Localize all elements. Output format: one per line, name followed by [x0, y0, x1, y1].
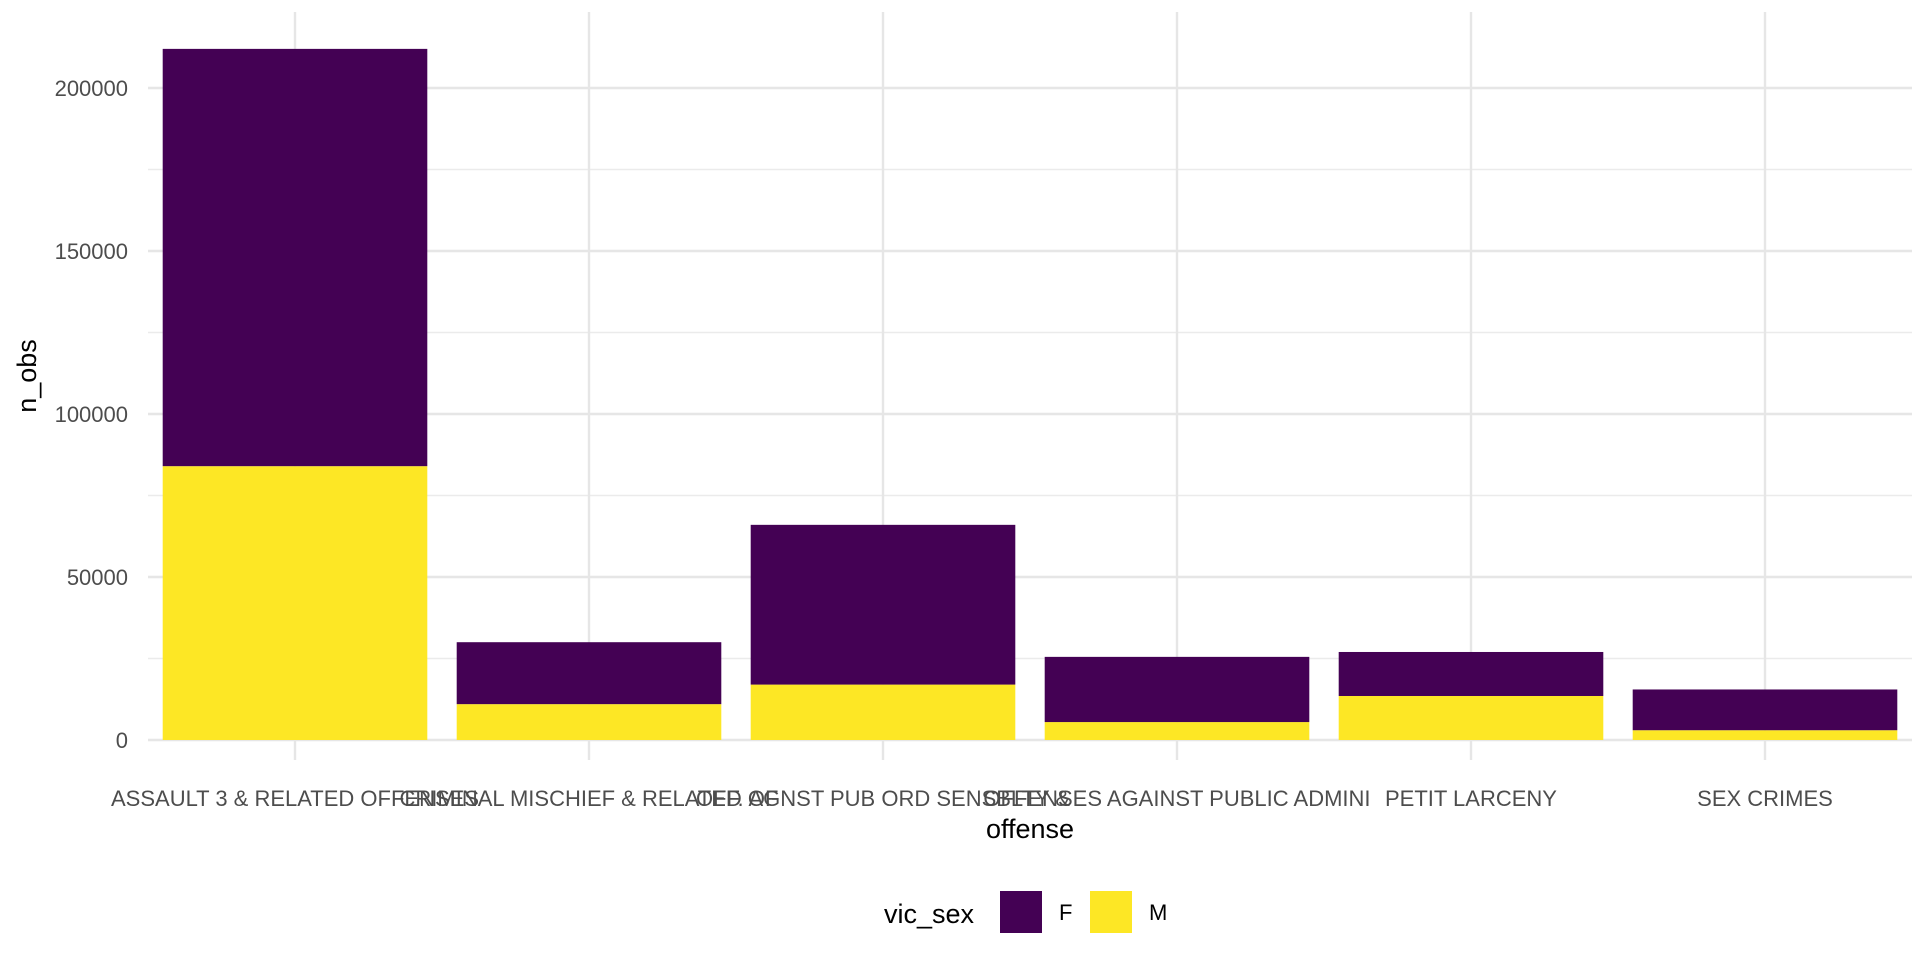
y-tick-label: 150000: [55, 239, 128, 264]
legend-title: vic_sex: [884, 899, 975, 929]
x-tick-label: CRIMINAL MISCHIEF & RELATED OF: [400, 786, 779, 811]
grid-lines: [148, 12, 1912, 760]
x-axis-title: offense: [986, 814, 1074, 844]
bar-segment-F: [1338, 651, 1604, 696]
bar-segment-M: [1338, 695, 1604, 740]
legend-key-M: [1090, 891, 1132, 933]
y-tick-label: 50000: [67, 565, 128, 590]
bars: [162, 48, 1898, 740]
x-tick-label: PETIT LARCENY: [1385, 786, 1557, 811]
bar-segment-F: [750, 524, 1016, 685]
x-tick-label: ASSAULT 3 & RELATED OFFENSES: [111, 786, 479, 811]
y-axis-title: n_obs: [12, 339, 42, 413]
y-tick-label: 100000: [55, 402, 128, 427]
bar-segment-F: [1044, 656, 1310, 723]
x-tick-label: OFFENSES AGAINST PUBLIC ADMINI: [983, 786, 1370, 811]
legend-label-F: F: [1059, 900, 1072, 925]
bar-segment-M: [1632, 730, 1898, 740]
legend: vic_sex F M: [884, 891, 1167, 933]
x-tick-label: SEX CRIMES: [1697, 786, 1833, 811]
y-tick-label: 0: [116, 728, 128, 753]
bar-segment-M: [456, 704, 722, 740]
bar-segment-F: [456, 642, 722, 705]
bar-segment-F: [162, 48, 428, 467]
legend-label-M: M: [1149, 900, 1167, 925]
y-axis-ticks: 0 50000 100000 150000 200000: [55, 76, 128, 753]
bar-segment-M: [162, 466, 428, 740]
bar-segment-M: [1044, 722, 1310, 740]
bar-segment-F: [1632, 689, 1898, 731]
legend-key-F: [1000, 891, 1042, 933]
x-tick-label: OFF. AGNST PUB ORD SENSBLTY &: [696, 786, 1070, 811]
bar-segment-M: [750, 684, 1016, 740]
y-tick-label: 200000: [55, 76, 128, 101]
